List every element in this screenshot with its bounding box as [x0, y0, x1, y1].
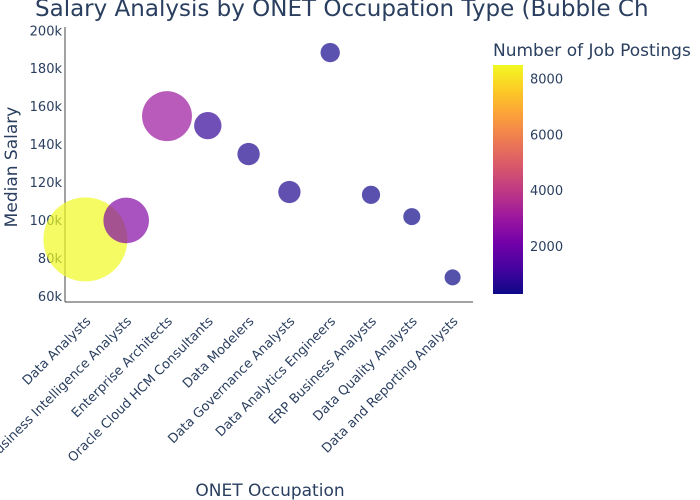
y-axis-title: Median Salary: [2, 107, 22, 228]
x-tick-label: Oracle Cloud HCM Consultants: [65, 314, 216, 465]
colorbar-gradient: [493, 65, 523, 294]
colorbar-tick-label: 4000: [530, 184, 563, 199]
chart-title: Salary Analysis by ONET Occupation Type …: [35, 0, 649, 22]
bubble: [142, 91, 192, 142]
colorbar-tick-label: 2000: [530, 240, 563, 255]
y-tick-label: 160k: [30, 100, 63, 115]
bubble: [320, 42, 340, 63]
colorbar-tick-label: 8000: [530, 72, 563, 87]
bubbles: [43, 42, 461, 286]
y-tick-label: 60k: [38, 290, 63, 305]
y-tick-label: 180k: [30, 62, 63, 77]
bubble: [194, 111, 222, 140]
x-tick-label: Data Modelers: [180, 314, 257, 391]
colorbar: 2000 4000 6000 8000: [493, 65, 563, 294]
bubble: [237, 142, 260, 166]
bubble: [403, 208, 421, 226]
bubble: [444, 269, 461, 286]
bubble: [103, 197, 149, 244]
colorbar-title: Number of Job Postings: [493, 41, 691, 61]
y-tick-label: 120k: [30, 176, 63, 191]
colorbar-tick-label: 6000: [530, 128, 563, 143]
x-axis-title: ONET Occupation: [195, 481, 344, 500]
y-tick-label: 200k: [30, 24, 63, 39]
x-tick-label: Data Analysts: [20, 314, 95, 389]
bubble: [361, 185, 381, 204]
y-tick-label: 140k: [30, 138, 63, 153]
bubble: [278, 180, 301, 204]
